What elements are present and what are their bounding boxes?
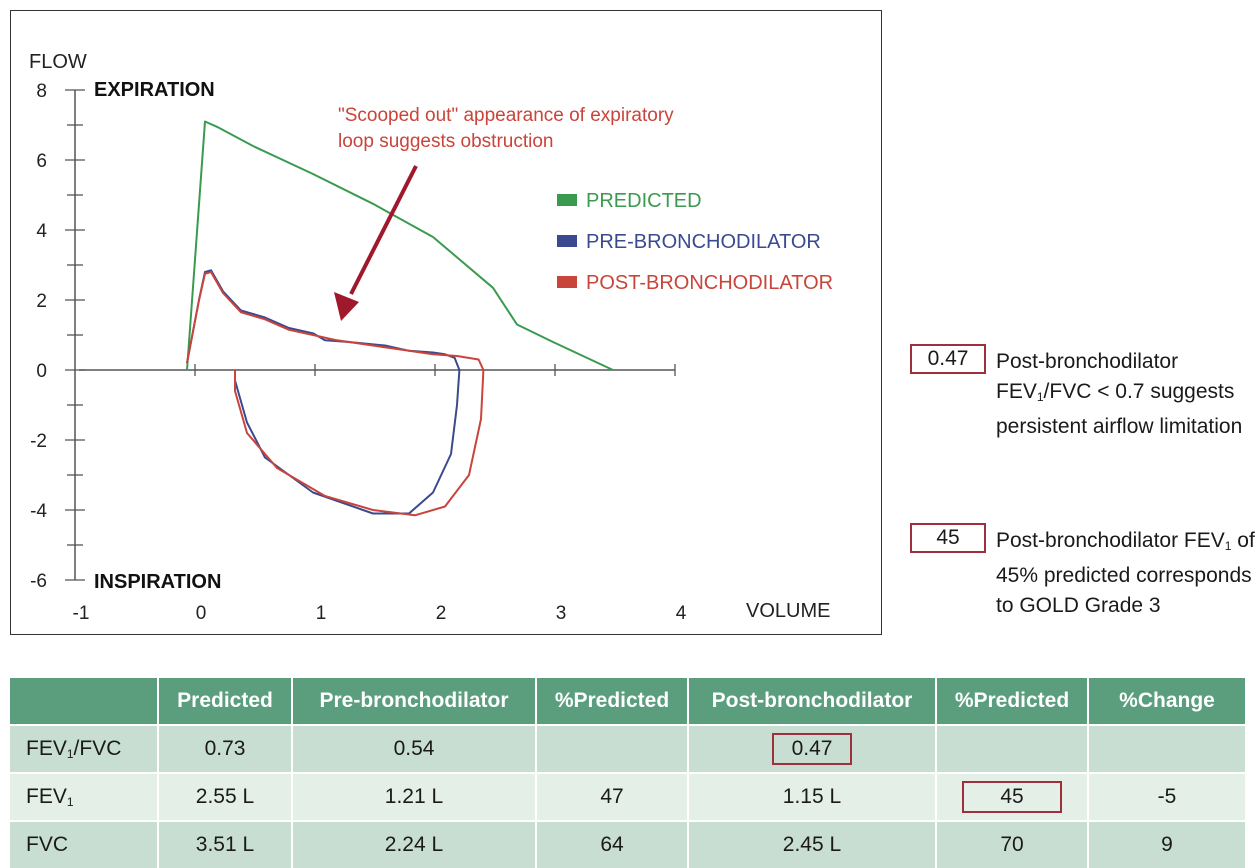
- note-text: Post-bronchodilator FEV1 of 45% predicte…: [996, 529, 1255, 617]
- table-cell: 0.54: [292, 724, 537, 773]
- x-axis-label: VOLUME: [746, 600, 830, 622]
- header-cell: %Change: [1088, 678, 1247, 725]
- x-tick-label: 0: [196, 603, 207, 624]
- y-tick-label: 0: [36, 361, 47, 382]
- legend-label: POST-BRONCHODILATOR: [586, 272, 833, 294]
- y-tick-label: -6: [30, 571, 47, 592]
- x-tick-label: 2: [436, 603, 447, 624]
- annotation-line-1: "Scooped out" appearance of expiratory: [338, 105, 674, 126]
- y-tick-label: 6: [36, 151, 47, 172]
- expiration-label: EXPIRATION: [94, 79, 215, 101]
- highlighted-value: 0.47: [771, 733, 853, 765]
- row-label: FEV1: [10, 772, 159, 821]
- table-row: FVC 3.51 L 2.24 L 64 2.45 L 70 9: [10, 820, 1247, 868]
- table-header-row: Predicted Pre-bronchodilator %Predicted …: [10, 678, 1247, 725]
- table-cell: 2.55 L: [158, 772, 293, 821]
- table-row: FEV1 2.55 L 1.21 L 47 1.15 L 45 -5: [10, 772, 1247, 821]
- y-tick-label: -4: [30, 501, 47, 522]
- row-label: FEV1/FVC: [10, 724, 159, 773]
- table-cell: [936, 724, 1089, 773]
- x-tick-label: 1: [316, 603, 327, 624]
- y-tick-label: 2: [36, 291, 47, 312]
- header-cell: [10, 678, 159, 725]
- table-cell: 2.45 L: [688, 820, 937, 868]
- legend-label: PRE-BRONCHODILATOR: [586, 231, 821, 253]
- table-cell: [1088, 724, 1247, 773]
- legend-swatch: [557, 235, 577, 247]
- series-line-predicted: [186, 120, 614, 371]
- note-value-box: 0.47: [910, 344, 986, 374]
- y-tick-label: -2: [30, 431, 47, 452]
- table-cell: 70: [936, 820, 1089, 868]
- table-cell: 1.15 L: [688, 772, 937, 821]
- legend-label: PREDICTED: [586, 190, 702, 212]
- series-line-post-bronchodilator: [186, 271, 485, 517]
- flow-volume-chart: 8 6 4 2 0 -2 -4 -6 -1 0 1 2 3 4 FLOW VOLUME EXPIRATIO…: [10, 10, 882, 635]
- legend-swatch: [557, 194, 577, 206]
- table-cell: 0.73: [158, 724, 293, 773]
- table-cell: 1.21 L: [292, 772, 537, 821]
- spirometry-table: Predicted Pre-bronchodilator %Predicted …: [10, 678, 1247, 868]
- table-cell: 0.47: [688, 724, 937, 773]
- table-cell: 45: [936, 772, 1089, 821]
- header-cell: Predicted: [158, 678, 293, 725]
- y-tick-label: 8: [36, 81, 47, 102]
- highlighted-value: 45: [962, 781, 1062, 813]
- inspiration-label: INSPIRATION: [94, 571, 221, 593]
- legend-swatch: [557, 276, 577, 288]
- x-tick-label: 4: [676, 603, 687, 624]
- x-tick-label: 3: [556, 603, 567, 624]
- table-cell: -5: [1088, 772, 1247, 821]
- y-axis-label: FLOW: [29, 51, 87, 73]
- note-text: Post-bronchodilator FEV1/FVC < 0.7 sugge…: [996, 350, 1243, 438]
- series-line-pre-bronchodilator: [186, 269, 461, 515]
- table-cell: 2.24 L: [292, 820, 537, 868]
- table-cell: 64: [536, 820, 689, 868]
- annotation-line-2: loop suggests obstruction: [338, 131, 553, 152]
- x-tick-label: -1: [73, 603, 90, 624]
- row-label: FVC: [10, 820, 159, 868]
- header-cell: Post-bronchodilator: [688, 678, 937, 725]
- table-cell: [536, 724, 689, 773]
- chart-canvas: 8 6 4 2 0 -2 -4 -6 -1 0 1 2 3 4 FLOW VOLUME EXPIRATIO…: [29, 51, 833, 624]
- table-row: FEV1/FVC 0.73 0.54 0.47: [10, 724, 1247, 773]
- table-cell: 47: [536, 772, 689, 821]
- note-value-box: 45: [910, 523, 986, 553]
- y-tick-label: 4: [36, 221, 47, 242]
- table-cell: 9: [1088, 820, 1247, 868]
- header-cell: %Predicted: [536, 678, 689, 725]
- annotation-arrow: [334, 165, 418, 321]
- header-cell: %Predicted: [936, 678, 1089, 725]
- header-cell: Pre-bronchodilator: [292, 678, 537, 725]
- table-cell: 3.51 L: [158, 820, 293, 868]
